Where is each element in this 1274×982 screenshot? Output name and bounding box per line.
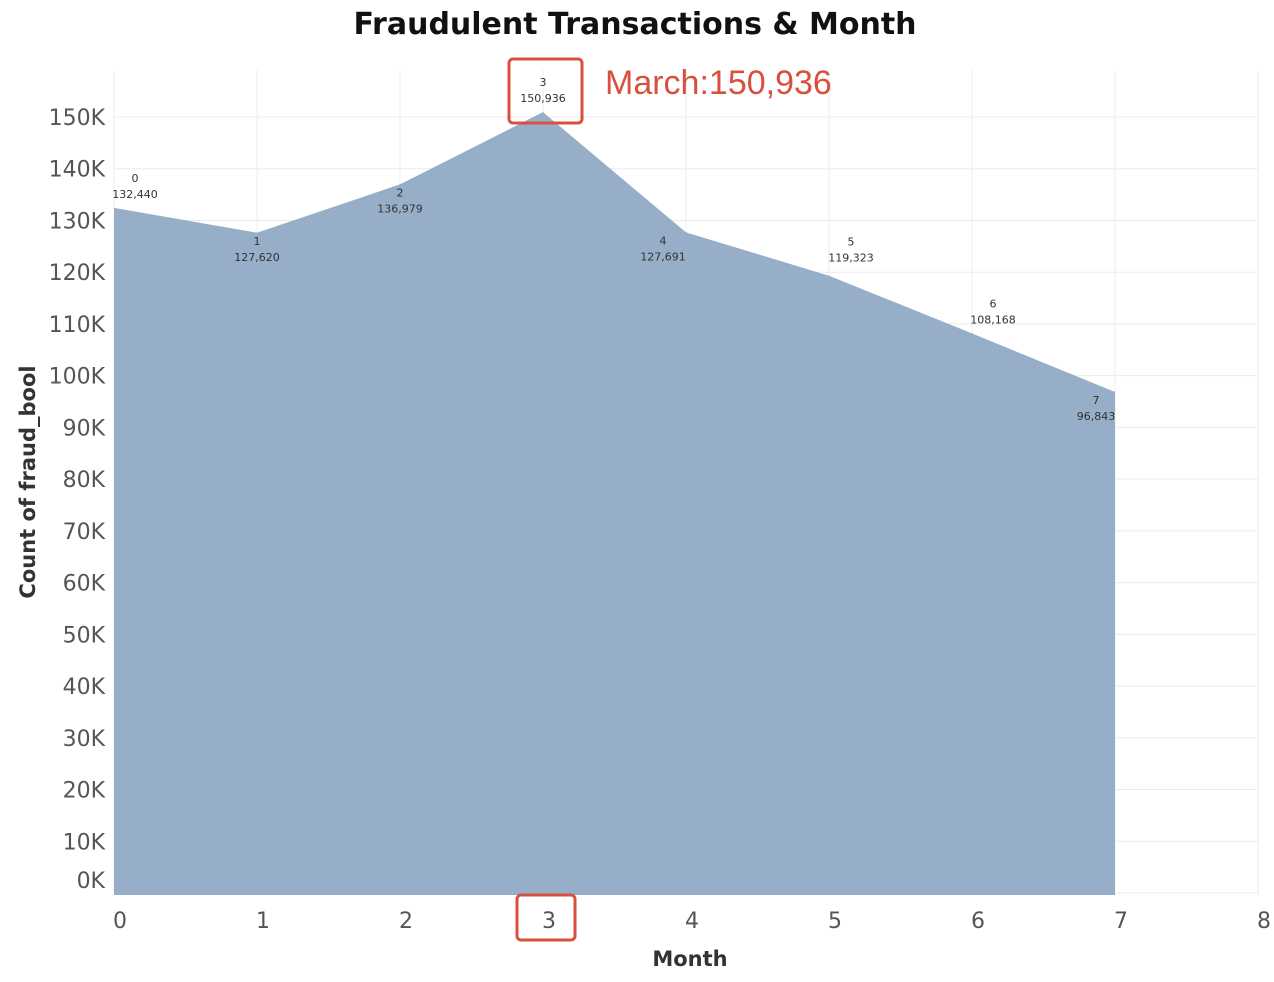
point-label-month: 1 xyxy=(254,235,261,248)
data-point xyxy=(399,183,401,185)
area-series xyxy=(114,112,1115,895)
tick-highlight-box xyxy=(515,893,577,942)
x-tick-label: 2 xyxy=(399,909,413,934)
y-tick-label: 30K xyxy=(63,727,106,752)
data-point xyxy=(971,332,973,334)
point-label-value: 127,620 xyxy=(234,251,280,264)
point-label-value: 96,843 xyxy=(1077,410,1116,423)
x-tick-label: 7 xyxy=(1114,909,1128,934)
point-label-month: 0 xyxy=(132,172,139,185)
x-axis-title: Month xyxy=(652,947,727,971)
y-tick-label: 80K xyxy=(63,468,106,493)
y-axis-title: Count of fraud_bool xyxy=(16,365,40,598)
x-tick-label: 8 xyxy=(1257,909,1271,934)
point-label-month: 4 xyxy=(660,234,667,247)
y-tick-label: 60K xyxy=(63,572,106,597)
point-label-value: 136,979 xyxy=(377,202,423,215)
data-labels: 0 132,440 1 127,620 2 136,979 3 150,936 4 127,691… xyxy=(112,76,1115,423)
x-tick-label: 6 xyxy=(971,909,985,934)
data-point xyxy=(1114,391,1116,393)
y-tick-label: 100K xyxy=(49,365,106,390)
point-label-value: 119,323 xyxy=(828,252,874,265)
y-tick-label: 110K xyxy=(49,313,106,338)
x-tick-label: 5 xyxy=(828,909,842,934)
y-tick-label: 90K xyxy=(63,416,106,441)
highlight-annotation: March:150,936 xyxy=(507,57,832,942)
y-tick-label: 40K xyxy=(63,675,106,700)
y-tick-label: 140K xyxy=(49,158,106,183)
y-tick-label: 130K xyxy=(49,209,106,234)
y-tick-label: 0K xyxy=(77,869,106,894)
peak-callout: March:150,936 xyxy=(605,64,832,102)
y-tick-label: 120K xyxy=(49,261,106,286)
x-tick-label: 0 xyxy=(113,909,127,934)
y-tick-label: 150K xyxy=(49,106,106,131)
point-label-month: 7 xyxy=(1093,394,1100,407)
data-point xyxy=(828,275,830,277)
data-point xyxy=(685,231,687,233)
chart-title: Fraudulent Transactions & Month xyxy=(353,7,916,42)
point-label-value: 108,168 xyxy=(970,313,1016,326)
x-axis: 0 1 2 3 4 5 6 7 8 xyxy=(113,909,1271,934)
y-axis: 0K 10K 20K 30K 40K 50K 60K 70K 80K 90K 100K 110K 120… xyxy=(49,106,106,894)
data-point xyxy=(542,111,544,113)
point-label-value: 150,936 xyxy=(520,92,566,105)
x-tick-label: 3 xyxy=(542,909,556,934)
data-point xyxy=(113,207,115,209)
point-label-month: 6 xyxy=(990,297,997,310)
point-label-value: 132,440 xyxy=(112,188,158,201)
y-tick-label: 70K xyxy=(63,520,106,545)
point-label-month: 2 xyxy=(397,186,404,199)
x-tick-label: 1 xyxy=(256,909,270,934)
point-label-month: 3 xyxy=(540,76,547,89)
point-label-value: 127,691 xyxy=(640,250,686,263)
point-label-month: 5 xyxy=(848,236,855,249)
y-tick-label: 50K xyxy=(63,623,106,648)
x-tick-label: 4 xyxy=(685,909,699,934)
y-tick-label: 20K xyxy=(63,779,106,804)
area-layer xyxy=(113,111,1116,895)
data-point xyxy=(256,232,258,234)
y-tick-label: 10K xyxy=(63,830,106,855)
peak-highlight-box xyxy=(507,57,584,125)
